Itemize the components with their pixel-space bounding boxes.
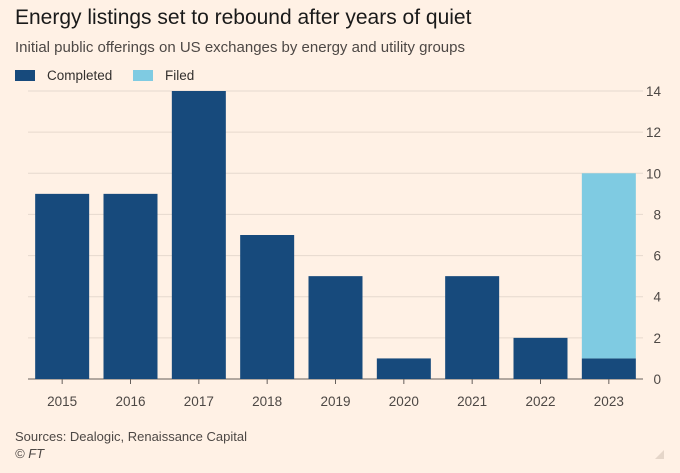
y-tick-label: 6 bbox=[653, 249, 661, 264]
y-tick-label: 0 bbox=[653, 372, 661, 387]
bar-completed-2023 bbox=[581, 358, 636, 379]
ft-credit: © FT bbox=[15, 446, 45, 461]
chart-subtitle: Initial public offerings on US exchanges… bbox=[15, 39, 465, 56]
bar-filed-2023 bbox=[581, 173, 636, 359]
y-tick-label: 4 bbox=[653, 290, 661, 305]
bar-completed-2021 bbox=[445, 276, 500, 379]
chart-title: Energy listings set to rebound after yea… bbox=[15, 6, 472, 29]
x-tick-label: 2016 bbox=[115, 394, 145, 409]
bar-completed-2018 bbox=[240, 235, 295, 379]
source-note: Sources: Dealogic, Renaissance Capital bbox=[15, 429, 247, 444]
x-tick-label: 2018 bbox=[252, 394, 282, 409]
bar-completed-2016 bbox=[103, 193, 158, 379]
y-tick-label: 8 bbox=[653, 207, 661, 222]
x-tick-label: 2023 bbox=[594, 394, 624, 409]
x-tick-label: 2019 bbox=[320, 394, 350, 409]
x-tick-label: 2017 bbox=[184, 394, 214, 409]
x-tick-label: 2020 bbox=[389, 394, 419, 409]
y-tick-label: 10 bbox=[646, 166, 661, 181]
legend-item-completed: Completed bbox=[15, 68, 112, 83]
x-tick-label: 2022 bbox=[525, 394, 555, 409]
resize-corner-icon bbox=[655, 450, 664, 459]
bar-completed-2017 bbox=[171, 91, 226, 379]
legend-swatch-completed bbox=[15, 70, 35, 81]
y-tick-label: 14 bbox=[646, 84, 662, 99]
legend-swatch-filed bbox=[133, 70, 153, 81]
bar-completed-2020 bbox=[376, 358, 431, 379]
x-tick-label: 2015 bbox=[47, 394, 77, 409]
bar-completed-2015 bbox=[35, 193, 90, 379]
x-tick-label: 2021 bbox=[457, 394, 487, 409]
y-tick-label: 2 bbox=[653, 331, 661, 346]
legend-item-filed: Filed bbox=[133, 68, 194, 83]
bar-completed-2019 bbox=[308, 276, 363, 379]
legend-label-filed: Filed bbox=[165, 68, 195, 83]
bar-completed-2022 bbox=[513, 337, 568, 379]
y-tick-label: 12 bbox=[646, 125, 661, 140]
legend-label-completed: Completed bbox=[47, 68, 113, 83]
